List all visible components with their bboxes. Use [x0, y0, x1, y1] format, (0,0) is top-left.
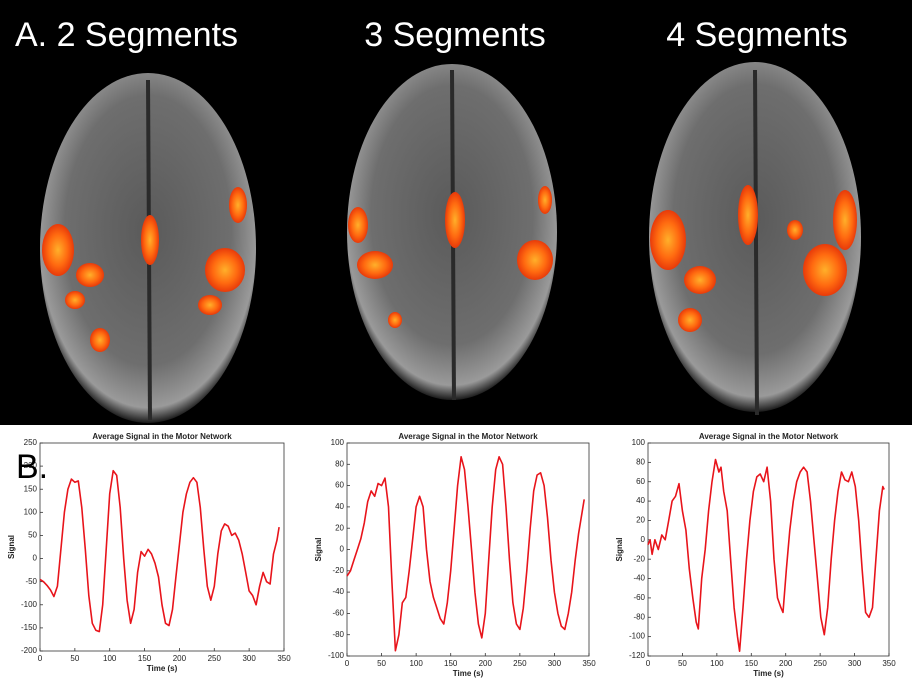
x-tick-label: 100 — [710, 659, 724, 668]
signal-line — [346, 456, 585, 652]
x-tick-label: 100 — [103, 654, 117, 663]
y-tick-label: 40 — [335, 502, 344, 511]
x-tick-label: 350 — [582, 659, 596, 668]
y-tick-label: -40 — [633, 574, 645, 583]
y-tick-label: 100 — [632, 438, 646, 447]
x-tick-label: 300 — [848, 659, 862, 668]
x-tick-label: 50 — [70, 654, 79, 663]
y-tick-label: -100 — [629, 632, 646, 641]
x-tick-label: 150 — [745, 659, 759, 668]
x-tick-label: 250 — [208, 654, 222, 663]
y-tick-label: 0 — [33, 554, 38, 563]
x-tick-label: 100 — [409, 659, 423, 668]
panel-title: 3 Segments — [364, 16, 545, 54]
x-tick-label: 350 — [277, 654, 291, 663]
x-axis-label: Time (s) — [453, 669, 484, 678]
y-tick-label: 100 — [24, 507, 38, 516]
x-tick-label: 200 — [173, 654, 187, 663]
x-tick-label: 350 — [882, 659, 896, 668]
x-tick-label: 0 — [646, 659, 651, 668]
y-tick-label: -20 — [332, 566, 344, 575]
y-tick-label: 80 — [335, 459, 344, 468]
brain-image — [347, 64, 557, 401]
panel-title: 4 Segments — [666, 16, 847, 54]
y-tick-label: -80 — [332, 630, 344, 639]
panel-title: A. 2 Segments — [15, 16, 238, 54]
x-tick-label: 250 — [813, 659, 827, 668]
x-tick-label: 250 — [513, 659, 527, 668]
y-tick-label: -100 — [328, 651, 345, 660]
plot-area — [346, 442, 590, 657]
plot-area — [39, 442, 285, 652]
x-tick-label: 0 — [345, 659, 350, 668]
y-tick-label: -60 — [332, 609, 344, 618]
brain-image — [40, 73, 256, 423]
y-tick-label: 150 — [24, 484, 38, 493]
y-tick-label: 50 — [28, 531, 37, 540]
chart-title: Average Signal in the Motor Network — [699, 432, 839, 441]
y-tick-label: -40 — [332, 587, 344, 596]
x-tick-label: 0 — [38, 654, 43, 663]
y-tick-label: 100 — [331, 438, 345, 447]
y-tick-label: -60 — [633, 593, 645, 602]
x-tick-label: 50 — [678, 659, 687, 668]
y-tick-label: -120 — [629, 651, 646, 660]
panel-label: B. — [16, 448, 48, 486]
y-tick-label: 20 — [335, 523, 344, 532]
x-tick-label: 300 — [242, 654, 256, 663]
x-tick-label: 150 — [444, 659, 458, 668]
y-tick-label: -150 — [21, 623, 38, 632]
x-axis-label: Time (s) — [147, 664, 178, 673]
y-tick-label: 0 — [641, 535, 646, 544]
signal-line — [647, 458, 885, 652]
y-tick-label: 0 — [340, 545, 345, 554]
y-tick-label: -100 — [21, 600, 38, 609]
y-tick-label: -20 — [633, 554, 645, 563]
y-tick-label: 80 — [636, 457, 645, 466]
chart-title: Average Signal in the Motor Network — [92, 432, 232, 441]
y-tick-label: -200 — [21, 646, 38, 655]
y-tick-label: 60 — [335, 481, 344, 490]
y-tick-label: 20 — [636, 516, 645, 525]
y-tick-label: 40 — [636, 496, 645, 505]
y-tick-label: -80 — [633, 612, 645, 621]
signal-line — [39, 469, 280, 633]
y-tick-label: 60 — [636, 477, 645, 486]
y-axis-label: Signal — [314, 537, 323, 561]
chart-title: Average Signal in the Motor Network — [398, 432, 538, 441]
x-tick-label: 200 — [779, 659, 793, 668]
x-tick-label: 150 — [138, 654, 152, 663]
x-tick-label: 50 — [377, 659, 386, 668]
x-tick-label: 300 — [548, 659, 562, 668]
brain-image — [649, 62, 861, 416]
x-tick-label: 200 — [479, 659, 493, 668]
y-tick-label: -50 — [25, 577, 37, 586]
y-tick-label: 200 — [24, 461, 38, 470]
x-axis-label: Time (s) — [753, 669, 784, 678]
y-axis-label: Signal — [7, 535, 16, 559]
y-axis-label: Signal — [615, 537, 624, 561]
y-tick-label: 250 — [24, 438, 38, 447]
